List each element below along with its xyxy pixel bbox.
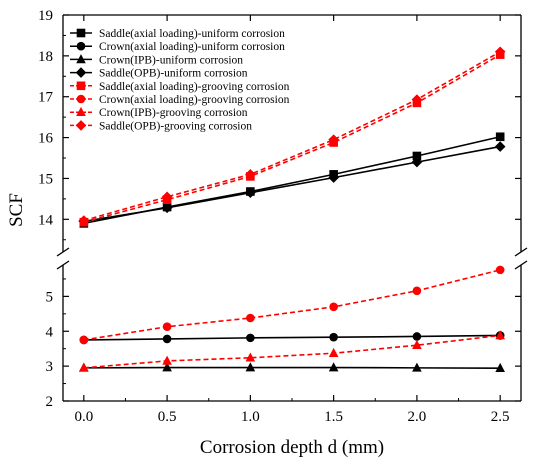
data-point [162, 362, 172, 372]
legend-item: Crown(axial loading)-grooving corrosion [70, 94, 290, 106]
data-point [162, 322, 172, 332]
data-point [494, 141, 506, 152]
data-point [412, 362, 422, 372]
legend-item: Crown(IPB)-grooving corrosion [70, 106, 248, 119]
data-point [246, 333, 255, 343]
legend-label: Saddle(OPB)-uniform corrosion [99, 68, 248, 80]
legend-label: Saddle(OPB)-grooving corrosion [99, 120, 252, 132]
series-line [83, 145, 501, 223]
data-point [328, 362, 339, 372]
data-point [245, 169, 256, 180]
legend-item: Saddle(OPB)-grooving corrosion [70, 120, 252, 132]
legend: Saddle(axial loading)-uniform corrosionC… [70, 28, 290, 132]
data-point [245, 187, 256, 199]
data-point [245, 362, 256, 372]
legend-marker [75, 120, 87, 131]
series-8 [78, 46, 506, 226]
series-4 [78, 141, 506, 227]
legend-item: Saddle(axial loading)-grooving corrosion [70, 81, 290, 93]
series-2 [79, 331, 505, 345]
series-line [83, 366, 501, 370]
y-tick-label: 3 [46, 359, 54, 375]
data-point [79, 362, 89, 372]
series-7 [79, 330, 505, 372]
y-tick-label: 14 [38, 212, 54, 228]
data-point [329, 332, 338, 342]
x-tick-label: 0.0 [74, 409, 93, 425]
series-1 [79, 132, 505, 228]
legend-item: Crown(IPB)-uniform corrosion [70, 54, 243, 66]
legend-marker [76, 54, 86, 64]
legend-marker [75, 67, 87, 78]
axis-break-mark [56, 260, 70, 270]
y-axis-label: SCF [6, 193, 27, 227]
x-tick-label: 2.5 [491, 409, 510, 425]
legend-item: Saddle(OPB)-uniform corrosion [70, 67, 248, 80]
x-axis-label: Corrosion depth d (mm) [200, 437, 384, 458]
y-tick-label: 18 [38, 49, 53, 65]
y-tick-label: 19 [38, 8, 53, 24]
data-point [494, 46, 506, 58]
data-point [495, 330, 505, 340]
x-tick-label: 1.5 [324, 409, 343, 425]
data-point [328, 172, 339, 183]
legend-marker [76, 94, 86, 104]
data-point [412, 151, 422, 161]
legend-marker [76, 28, 86, 38]
axis-break-mark [514, 260, 528, 270]
data-point [495, 132, 505, 142]
data-point [495, 265, 505, 275]
series-line [83, 334, 501, 341]
data-point [412, 332, 422, 341]
series-6 [79, 265, 505, 345]
y-tick-label: 15 [38, 171, 53, 187]
data-point [245, 352, 256, 362]
y-tick-label: 2 [46, 394, 54, 410]
series-layer [78, 46, 506, 373]
data-point [79, 335, 89, 345]
data-point [412, 339, 422, 350]
axis-break-mark [514, 247, 528, 257]
data-point [161, 202, 173, 214]
axes: 0.0 0.5 1.0 1.5 2.0 2.5 14 15 16 17 18 19 2 3 4 5 [38, 8, 528, 425]
data-point [495, 362, 505, 373]
series-line [83, 53, 501, 223]
legend-marker [76, 41, 86, 51]
legend-item: Saddle(axial loading)-uniform corrosion [70, 28, 285, 40]
series-line [83, 51, 501, 222]
legend-item: Crown(axial loading)-uniform corrosion [70, 41, 285, 53]
legend-label: Saddle(axial loading)-grooving corrosion [99, 81, 290, 93]
legend-marker [76, 81, 86, 91]
data-point [78, 215, 90, 226]
y-tick-label: 4 [46, 324, 54, 340]
data-point [411, 94, 423, 105]
x-tick-label: 0.5 [158, 409, 177, 425]
x-tick-label: 2.0 [408, 409, 427, 425]
data-point [162, 334, 172, 344]
legend-marker [76, 106, 86, 116]
data-point [412, 286, 422, 296]
legend-label: Crown(axial loading)-uniform corrosion [99, 41, 285, 53]
y-tick-label: 17 [38, 90, 54, 106]
data-point [329, 302, 338, 312]
y-tick-label: 16 [38, 131, 54, 147]
data-point [161, 191, 173, 203]
legend-label: Crown(IPB)-uniform corrosion [99, 54, 243, 66]
x-tick-label: 1.0 [241, 409, 260, 425]
data-point [411, 156, 423, 168]
legend-label: Saddle(axial loading)-uniform corrosion [99, 28, 285, 40]
series-line [83, 135, 501, 225]
series-line [83, 334, 501, 369]
legend-label: Crown(IPB)-grooving corrosion [99, 107, 248, 119]
data-point [328, 347, 339, 358]
data-point [328, 134, 339, 145]
legend-label: Crown(axial loading)-grooving corrosion [99, 94, 290, 106]
data-point [246, 313, 255, 323]
data-point [162, 355, 172, 365]
series-line [83, 269, 501, 341]
axis-break-mark [56, 247, 70, 257]
y-tick-label: 5 [46, 289, 54, 305]
